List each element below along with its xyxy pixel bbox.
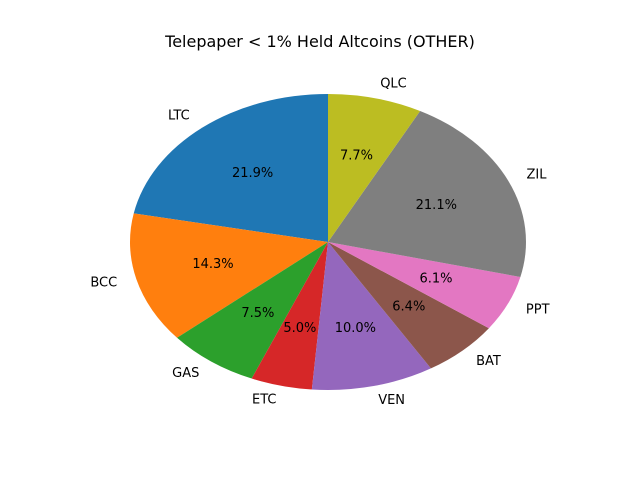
pie-slice-ppt — [328, 242, 521, 329]
pie-slice-bat — [328, 242, 489, 369]
slice-percent-label: 6.4% — [392, 300, 425, 315]
slice-category-label: BAT — [476, 354, 501, 369]
chart-title: Telepaper < 1% Held Altcoins (OTHER) — [165, 32, 475, 51]
slice-category-label: PPT — [526, 302, 550, 317]
slice-percent-label: 21.1% — [416, 198, 457, 213]
pie-slice-ven — [311, 242, 431, 391]
slice-category-label: BCC — [90, 276, 117, 291]
slice-category-label: QLC — [380, 76, 407, 91]
slice-percent-label: 21.9% — [232, 166, 273, 181]
slice-percent-label: 10.0% — [335, 321, 376, 336]
slice-category-label: VEN — [378, 393, 405, 408]
slice-category-label: ZIL — [527, 168, 548, 183]
pie-slice-bcc — [129, 213, 328, 338]
slice-percent-label: 14.3% — [192, 257, 233, 272]
slice-percent-label: 7.5% — [241, 306, 274, 321]
slice-category-label: GAS — [172, 366, 199, 381]
pie-slice-zil — [328, 110, 526, 278]
pie-slice-gas — [177, 242, 328, 379]
slice-percent-label: 7.7% — [340, 148, 373, 163]
pie-slice-qlc — [328, 94, 421, 242]
slice-percent-label: 6.1% — [419, 272, 452, 287]
pie-slice-ltc — [133, 94, 328, 242]
slice-percent-label: 5.0% — [283, 321, 316, 336]
slice-category-label: LTC — [168, 109, 190, 124]
slice-category-label: ETC — [252, 393, 276, 408]
pie-slice-etc — [251, 242, 328, 390]
